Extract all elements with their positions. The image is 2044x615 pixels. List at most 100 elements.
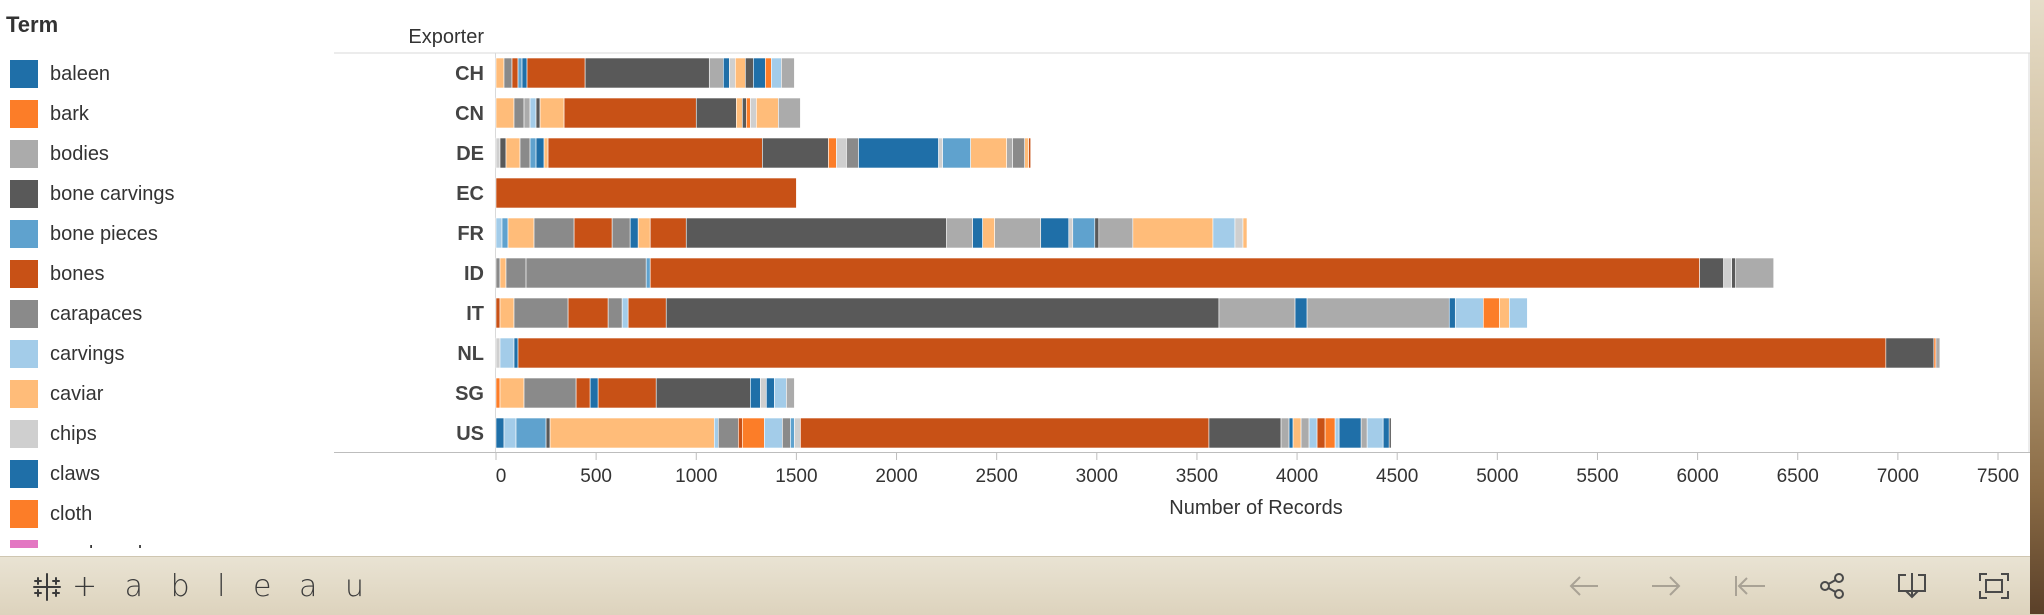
bar-segment[interactable] [753, 57, 766, 89]
bar-segment[interactable] [1360, 417, 1368, 449]
bar-segment[interactable] [529, 137, 537, 169]
bar-segment[interactable] [505, 257, 527, 289]
bar-segment[interactable] [846, 137, 859, 169]
bar-segment[interactable] [533, 217, 575, 249]
legend-item[interactable]: carvings [10, 334, 175, 374]
bar-segment[interactable] [708, 57, 724, 89]
bar-segment[interactable] [1735, 257, 1775, 289]
bar-segment[interactable] [1294, 297, 1308, 329]
bar-segment[interactable] [543, 137, 549, 169]
bar-segment[interactable] [1731, 257, 1736, 289]
bar-segment[interactable] [499, 337, 515, 369]
bar-segment[interactable] [665, 297, 1220, 329]
bar-segment[interactable] [800, 417, 1210, 449]
bar-segment[interactable] [637, 217, 651, 249]
bar-segment[interactable] [735, 57, 746, 89]
bar-segment[interactable] [1280, 417, 1290, 449]
bar-segment[interactable] [584, 57, 710, 89]
bar-segment[interactable] [1308, 417, 1318, 449]
full-screen-button[interactable] [1974, 569, 2014, 603]
bar-segment[interactable] [1040, 217, 1070, 249]
bar-segment[interactable] [495, 217, 503, 249]
tableau-logo[interactable]: + a b l e a u [30, 569, 373, 604]
bar-segment[interactable] [535, 137, 545, 169]
bar-segment[interactable] [573, 217, 613, 249]
bar-segment[interactable] [499, 137, 507, 169]
legend-item[interactable]: bark [10, 94, 175, 134]
bar-segment[interactable] [1234, 217, 1244, 249]
bar-segment[interactable] [529, 97, 537, 129]
bar-segment[interactable] [649, 257, 1700, 289]
bar-segment[interactable] [1885, 337, 1935, 369]
bar-segment[interactable] [523, 97, 531, 129]
bar-segment[interactable] [523, 377, 577, 409]
bar-segment[interactable] [627, 297, 667, 329]
bar-segment[interactable] [742, 417, 765, 449]
bar-segment[interactable] [766, 377, 775, 409]
bar-segment[interactable] [1448, 297, 1456, 329]
bar-segment[interactable] [994, 217, 1042, 249]
bar-segment[interactable] [781, 57, 795, 89]
bar-segment[interactable] [521, 57, 528, 89]
bar-segment[interactable] [695, 97, 737, 129]
bar-segment[interactable] [1483, 297, 1500, 329]
bar-segment[interactable] [621, 297, 629, 329]
bar-segment[interactable] [1388, 417, 1392, 449]
bar-segment[interactable] [519, 137, 531, 169]
bar-segment[interactable] [746, 97, 751, 129]
legend-item[interactable]: claws [10, 454, 175, 494]
legend-item[interactable]: bone pieces [10, 214, 175, 254]
share-button[interactable] [1812, 569, 1852, 603]
bar-segment[interactable] [762, 137, 829, 169]
bar-segment[interactable] [938, 137, 943, 169]
bar-segment[interactable] [1072, 217, 1096, 249]
legend-item[interactable]: bones [10, 254, 175, 294]
bar-segment[interactable] [495, 377, 501, 409]
legend-item[interactable]: chips [10, 414, 175, 454]
bar-segment[interactable] [1300, 417, 1310, 449]
bar-segment[interactable] [946, 217, 973, 249]
bar-segment[interactable] [1212, 217, 1236, 249]
bar-segment[interactable] [771, 57, 782, 89]
bar-segment[interactable] [1208, 417, 1282, 449]
bar-segment[interactable] [774, 377, 787, 409]
bar-segment[interactable] [717, 417, 739, 449]
bar-segment[interactable] [511, 57, 519, 89]
bar-segment[interactable] [1316, 417, 1326, 449]
bar-segment[interactable] [972, 217, 983, 249]
bar-segment[interactable] [567, 297, 609, 329]
bar-segment[interactable] [517, 57, 523, 89]
bar-segment[interactable] [685, 217, 947, 249]
bar-segment[interactable] [729, 57, 736, 89]
bar-segment[interactable] [495, 57, 505, 89]
bar-segment[interactable] [649, 217, 687, 249]
bar-segment[interactable] [1006, 137, 1013, 169]
bar-segment[interactable] [765, 57, 772, 89]
legend-item[interactable]: coral sand [10, 534, 175, 548]
bar-segment[interactable] [515, 417, 547, 449]
bar-segment[interactable] [836, 137, 847, 169]
legend-item[interactable]: bodies [10, 134, 175, 174]
bar-segment[interactable] [738, 417, 743, 449]
bar-segment[interactable] [1288, 417, 1294, 449]
bar-segment[interactable] [589, 377, 599, 409]
bar-segment[interactable] [1094, 217, 1100, 249]
bar-segment[interactable] [1068, 217, 1074, 249]
bar-segment[interactable] [1382, 417, 1390, 449]
bar-segment[interactable] [1509, 297, 1528, 329]
bar-segment[interactable] [1324, 417, 1336, 449]
bar-segment[interactable] [1242, 217, 1248, 249]
bar-segment[interactable] [1334, 417, 1340, 449]
bar-segment[interactable] [575, 377, 591, 409]
legend-item[interactable]: caviar [10, 374, 175, 414]
revert-button[interactable] [1730, 569, 1770, 603]
bar-segment[interactable] [1933, 337, 1937, 369]
bar-segment[interactable] [597, 377, 657, 409]
bar-segment[interactable] [513, 337, 519, 369]
bar-segment[interactable] [526, 57, 586, 89]
bar-segment[interactable] [828, 137, 837, 169]
bar-segment[interactable] [942, 137, 971, 169]
bar-segment[interactable] [495, 297, 501, 329]
bar-segment[interactable] [499, 257, 507, 289]
legend-item[interactable]: cloth [10, 494, 175, 534]
